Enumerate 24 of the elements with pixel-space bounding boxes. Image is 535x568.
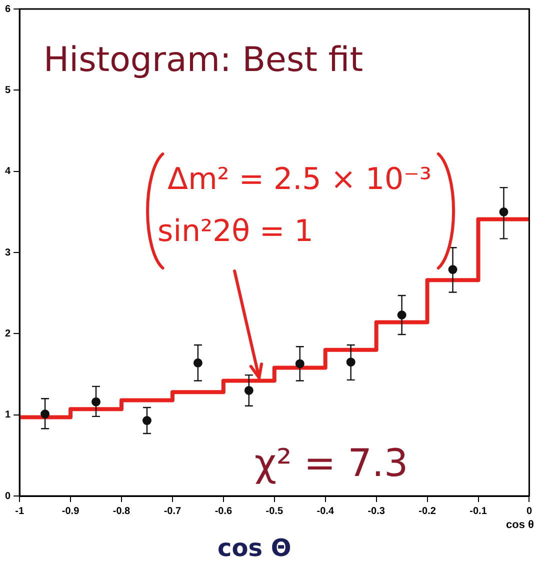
text: cos Θ [218,534,292,562]
x-tick-label: -0.2 [418,506,436,517]
x-tick-label: -1 [15,506,24,517]
y-tick-label: 0 [5,490,11,502]
y-tick-label: 1 [5,410,11,421]
y-tick-label: 5 [5,84,11,96]
x-tick-label: -0.7 [164,506,182,517]
x-tick-label: -0.9 [62,506,80,517]
x-tick-label: 0 [526,506,532,517]
text: Histogram: Best fit [44,40,364,80]
x-tick-label: -0.4 [316,506,334,517]
x-axis-title: cos θ [506,519,534,531]
annotation: Δm² = 2.5 × 10⁻³ [168,162,432,197]
x-tick-label: -0.6 [214,506,232,517]
x-tick-label: -0.8 [112,506,131,517]
x-tick-label: -0.5 [266,506,284,517]
y-tick-label: 3 [5,247,11,258]
y-tick-label: 2 [5,328,11,340]
annotation: sin²2θ = 1 [158,214,314,249]
annotation: χ² = 7.3 [254,441,408,485]
y-tick-label: 6 [5,4,11,15]
x-tick-label: -0.3 [368,506,386,517]
x-tick-label: -0.1 [470,506,488,517]
y-tick-label: 4 [5,166,11,178]
